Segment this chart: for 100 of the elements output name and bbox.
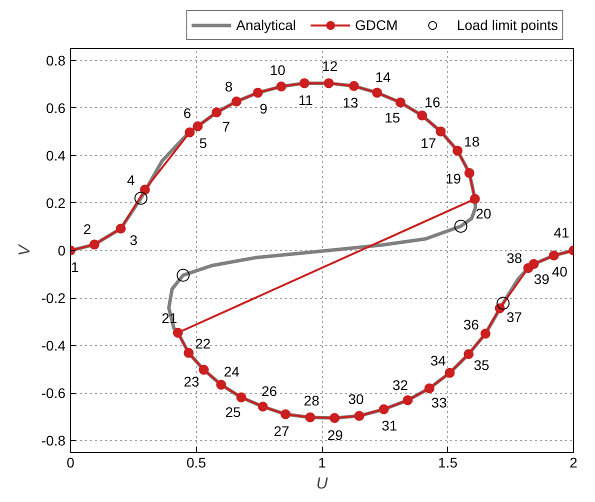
point (480, 328, 490, 339)
annotation: 13 (342, 94, 358, 111)
point (402, 395, 413, 406)
annotation: 21 (162, 310, 178, 326)
x-tick-label: 1.5 (438, 454, 458, 470)
annotation: 38 (506, 250, 522, 266)
annotation: 31 (382, 417, 398, 434)
annotation: 8 (224, 78, 233, 94)
point (299, 78, 310, 88)
y-axis-title: V (16, 244, 34, 256)
annotation: 27 (274, 422, 290, 439)
point (116, 224, 126, 234)
y-tick-label: 0.6 (46, 100, 66, 116)
point (184, 348, 194, 358)
annotation: 29 (327, 427, 344, 444)
annotation: 33 (431, 394, 448, 410)
y-tick-label: 0.4 (46, 147, 66, 164)
point (548, 250, 559, 260)
annotation: 16 (424, 94, 440, 110)
point (372, 88, 382, 98)
x-tick-label: 0.5 (186, 454, 206, 470)
x-tick-label: 1 (318, 454, 326, 470)
point (276, 82, 286, 92)
point (496, 296, 510, 310)
annotation: 5 (199, 134, 208, 151)
annotation: 15 (384, 109, 400, 126)
y-tick-label: 0.2 (46, 194, 66, 211)
legend-label: Load limit points (456, 17, 558, 33)
legend-label: Analytical (236, 17, 296, 33)
point (140, 184, 150, 195)
point (330, 413, 340, 424)
point (395, 97, 406, 108)
legend-label: GDCM (355, 17, 398, 33)
annotation: 4 (126, 172, 135, 188)
annotation: 14 (375, 68, 392, 85)
y-tick-label: 0 (58, 242, 66, 258)
annotation: 32 (392, 376, 408, 393)
point (464, 349, 474, 360)
point (184, 127, 195, 138)
annotation: 25 (225, 404, 241, 420)
point (528, 259, 539, 270)
annotation: 6 (183, 104, 192, 121)
annotation: 35 (474, 357, 490, 374)
point (176, 268, 190, 282)
annotation: 39 (534, 271, 550, 288)
annotation: 11 (298, 92, 314, 108)
point (236, 392, 246, 402)
point (417, 110, 428, 121)
y-tick-label: -0.6 (41, 385, 66, 402)
annotation: 18 (464, 133, 480, 150)
annotation: 3 (130, 232, 138, 248)
annotation: 41 (554, 224, 570, 240)
point (258, 402, 268, 412)
annotation: 23 (184, 374, 200, 390)
annotation: 9 (260, 100, 268, 117)
annotation: 40 (552, 263, 568, 280)
point (305, 412, 316, 422)
point (452, 146, 463, 156)
point (216, 380, 226, 390)
point (424, 383, 434, 394)
annotation: 24 (224, 363, 240, 380)
annotation: 20 (476, 206, 492, 222)
point (231, 96, 242, 106)
annotation: 17 (420, 135, 436, 152)
point (212, 107, 222, 118)
point (470, 194, 480, 204)
point (134, 192, 148, 205)
annotation: 30 (348, 391, 364, 408)
point (172, 328, 183, 338)
point (454, 220, 468, 233)
annotation: 2 (83, 221, 92, 238)
point (89, 240, 100, 250)
annotation: 37 (506, 309, 522, 326)
annotation: 1 (70, 258, 79, 275)
y-tick-label: -0.8 (41, 432, 66, 449)
point (464, 168, 474, 178)
annotation: 7 (222, 118, 230, 134)
point (378, 404, 389, 414)
point (436, 126, 446, 136)
point (192, 121, 203, 132)
point (252, 88, 263, 98)
point (354, 410, 364, 421)
annotation: 19 (445, 170, 462, 186)
y-tick-label: -0.4 (41, 338, 66, 354)
point (348, 81, 359, 92)
x-axis-title: U (316, 476, 328, 492)
annotation: 34 (430, 352, 446, 368)
x-tick-label: 2 (570, 454, 578, 470)
annotation: 22 (195, 336, 211, 352)
point (198, 364, 209, 375)
point (324, 78, 334, 88)
annotation: 26 (262, 382, 278, 399)
point (444, 368, 455, 378)
point (280, 409, 291, 420)
y-tick-label: -0.2 (41, 290, 66, 306)
annotation: 28 (304, 392, 320, 408)
annotation: 10 (270, 62, 286, 78)
y-tick-label: 0.8 (46, 52, 66, 68)
annotation: 12 (322, 58, 338, 74)
annotation: 36 (463, 316, 480, 333)
